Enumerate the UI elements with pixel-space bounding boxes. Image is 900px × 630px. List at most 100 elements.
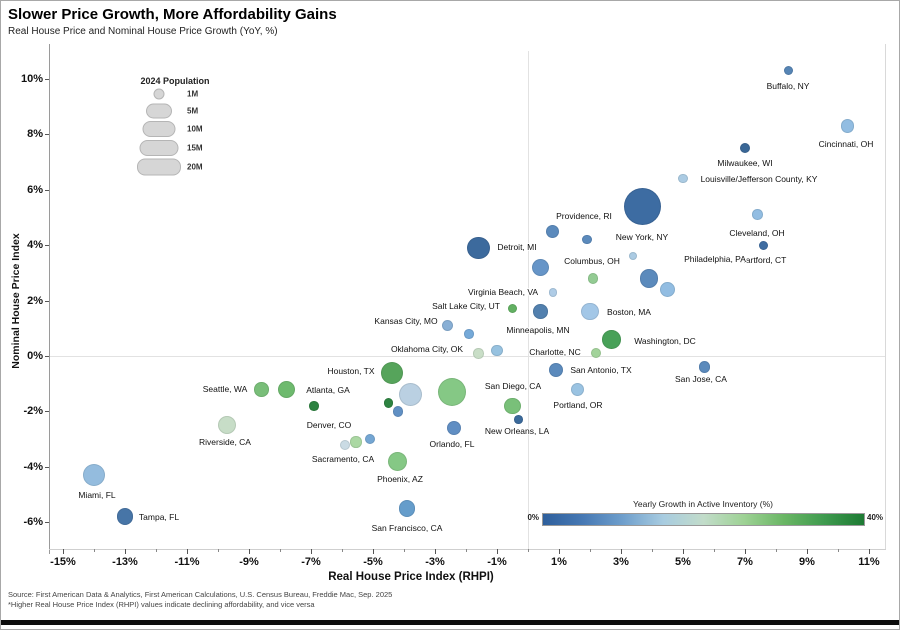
population-legend-shape xyxy=(137,158,181,176)
city-label: Philadelphia, PA xyxy=(684,254,746,264)
bubble-louisville-jefferson-county-ky[interactable] xyxy=(678,174,688,184)
bubble-new-york-ny[interactable] xyxy=(624,187,662,225)
bubble-unlabeled[interactable] xyxy=(398,383,422,407)
bubble-providence-ri[interactable] xyxy=(546,224,560,239)
city-label: Hartford, CT xyxy=(739,255,787,265)
city-label: Charlotte, NC xyxy=(529,347,581,357)
bubble-unlabeled[interactable] xyxy=(582,234,592,245)
city-label: Tampa, FL xyxy=(138,512,180,522)
x-minor-tick-mark xyxy=(218,549,219,552)
x-tick-mark xyxy=(435,549,436,554)
y-tick-label: -4% xyxy=(23,460,43,473)
bubble-buffalo-ny[interactable] xyxy=(783,65,794,76)
bubble-tampa-fl[interactable] xyxy=(116,508,134,525)
city-label: New Orleans, LA xyxy=(484,426,550,436)
x-tick-mark xyxy=(807,549,808,554)
bubble-washington-dc[interactable] xyxy=(602,330,621,349)
x-tick-mark xyxy=(683,549,684,554)
x-minor-tick-mark xyxy=(652,549,653,552)
city-label: San Diego, CA xyxy=(484,381,542,391)
bubble-virginia-beach-va[interactable] xyxy=(548,287,558,297)
bubble-cleveland-oh[interactable] xyxy=(752,209,763,221)
zero-gridline-vertical xyxy=(528,51,529,549)
bubble-unlabeled[interactable] xyxy=(491,344,503,357)
city-label: Orlando, FL xyxy=(429,439,475,449)
bubble-hartford-ct[interactable] xyxy=(758,240,769,250)
population-legend-title: 2024 Population xyxy=(140,76,210,86)
y-tick-mark xyxy=(45,134,49,136)
bubble-riverside-ca[interactable] xyxy=(218,416,237,435)
bubble-unlabeled[interactable] xyxy=(629,252,638,261)
bubble-houston-tx[interactable] xyxy=(380,361,403,384)
bubble-new-orleans-la[interactable] xyxy=(514,415,523,424)
y-tick-label: -6% xyxy=(23,516,43,529)
bubble-charlotte-nc[interactable] xyxy=(591,348,602,359)
city-label: Salt Lake City, UT xyxy=(432,301,500,311)
bubble-salt-lake-city-ut[interactable] xyxy=(508,304,517,314)
bubble-portland-or[interactable] xyxy=(570,382,585,396)
bubble-oklahoma-city-ok[interactable] xyxy=(473,347,484,359)
city-label: Cincinnati, OH xyxy=(818,139,874,149)
bubble-unlabeled[interactable] xyxy=(383,398,394,408)
city-label: Cleveland, OH xyxy=(729,228,785,238)
colorbar-title: Yearly Growth in Active Inventory (%) xyxy=(633,499,773,509)
x-minor-tick-mark xyxy=(528,549,529,552)
bubble-san-diego-ca[interactable] xyxy=(504,397,521,415)
city-label: Houston, TX xyxy=(327,366,375,376)
y-tick-mark xyxy=(45,79,49,80)
bubble-atlanta-ga[interactable] xyxy=(277,380,295,398)
bubble-boston-ma[interactable] xyxy=(581,302,599,321)
city-label: New York, NY xyxy=(615,232,669,242)
city-label: Virginia Beach, VA xyxy=(467,287,539,297)
y-tick-label: 2% xyxy=(27,294,43,307)
chart-subtitle: Real House Price and Nominal House Price… xyxy=(8,26,278,37)
bubble-detroit-mi[interactable] xyxy=(467,236,490,260)
bubble-denver-co[interactable] xyxy=(309,401,319,411)
city-label: Miami, FL xyxy=(78,490,116,500)
bubble-san-antonio-tx[interactable] xyxy=(548,362,564,378)
x-minor-tick-mark xyxy=(714,549,715,552)
x-minor-tick-mark xyxy=(776,549,777,552)
bubble-kansas-city-mo[interactable] xyxy=(441,319,454,332)
city-label: San Francisco, CA xyxy=(371,523,443,533)
bubble-unlabeled[interactable] xyxy=(392,406,404,417)
x-minor-tick-mark xyxy=(156,549,157,552)
bubble-unlabeled[interactable] xyxy=(464,329,474,339)
bubble-seattle-wa[interactable] xyxy=(254,381,269,397)
x-tick-label: 1% xyxy=(551,556,567,568)
bubble-phoenix-az[interactable] xyxy=(388,451,408,471)
bubble-miami-fl[interactable] xyxy=(83,464,105,487)
bubble-unlabeled[interactable] xyxy=(659,281,676,298)
bubble-san-jose-ca[interactable] xyxy=(699,361,711,373)
city-label: San Jose, CA xyxy=(675,374,727,384)
bubble-unlabeled[interactable] xyxy=(531,258,550,277)
y-axis-spine xyxy=(49,44,50,554)
x-tick-mark xyxy=(125,549,126,554)
colorbar-max-label: 40% xyxy=(867,513,884,522)
y-tick-label: 6% xyxy=(27,183,43,196)
bubble-minneapolis-mn[interactable] xyxy=(533,304,548,319)
city-label: Sacramento, CA xyxy=(311,454,375,464)
city-label: Milwaukee, WI xyxy=(717,158,773,168)
bubble-unlabeled[interactable] xyxy=(364,433,376,445)
bubble-philadelphia-pa[interactable] xyxy=(639,269,659,288)
bubble-columbus-oh[interactable] xyxy=(587,273,599,284)
plot-right-border xyxy=(885,44,886,549)
y-axis-title: Nominal House Price Index xyxy=(10,233,22,369)
y-tick-mark xyxy=(45,522,49,524)
bubble-orlando-fl[interactable] xyxy=(446,421,461,436)
city-label: Columbus, OH xyxy=(564,256,620,266)
x-tick-label: -5% xyxy=(363,556,383,568)
x-minor-tick-mark xyxy=(280,549,281,552)
city-label: Phoenix, AZ xyxy=(377,474,423,484)
bubble-san-francisco-ca[interactable] xyxy=(398,500,416,517)
bubble-sacramento-ca[interactable] xyxy=(340,439,351,450)
bubble-unlabeled[interactable] xyxy=(350,436,362,448)
zero-gridline-horizontal xyxy=(49,356,885,357)
bubble-cincinnati-oh[interactable] xyxy=(840,119,854,133)
y-tick-label: 10% xyxy=(20,73,43,85)
y-tick-label: 4% xyxy=(27,239,43,252)
bubble-milwaukee-wi[interactable] xyxy=(740,143,750,154)
bubble-unlabeled[interactable] xyxy=(438,378,467,406)
